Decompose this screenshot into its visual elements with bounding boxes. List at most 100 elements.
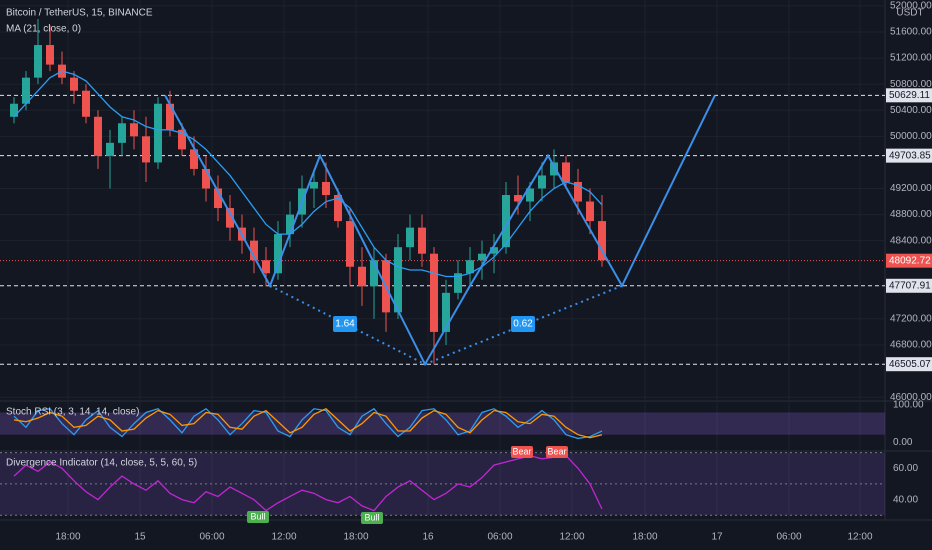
candle-body <box>34 45 42 78</box>
y-tick-label: 47200.00 <box>890 314 932 325</box>
stoch-line <box>13 408 603 439</box>
signal-tag <box>247 511 269 523</box>
stoch-tick-label: 100.00 <box>893 400 924 411</box>
candle-body <box>322 181 330 196</box>
x-tick-label: 18:00 <box>55 532 80 543</box>
divergence-tick-label: 60.00 <box>893 463 918 474</box>
signal-label: Bull <box>364 512 379 522</box>
candle-body <box>70 77 78 91</box>
divergence-band <box>0 452 885 516</box>
x-tick-label: 12:00 <box>271 532 296 543</box>
level-tag <box>886 357 932 372</box>
candle-body <box>358 266 366 287</box>
signal-label: Bull <box>250 511 265 521</box>
level-tag <box>886 148 932 163</box>
x-tick-label: 06:00 <box>487 532 512 543</box>
candle-body <box>334 195 342 222</box>
candle-body <box>154 103 162 163</box>
ratio-line <box>269 284 426 366</box>
candle-body <box>466 260 474 274</box>
candle-body <box>214 188 222 209</box>
level-label: 46505.07 <box>889 359 931 370</box>
y-tick-label: 48400.00 <box>890 235 932 246</box>
candle-body <box>94 116 102 156</box>
divergence-line <box>13 455 603 512</box>
last-price-label: 48092.72 <box>889 255 931 266</box>
stoch-line <box>13 407 603 440</box>
pattern-line <box>164 94 716 367</box>
signal-tag <box>511 446 533 458</box>
candle-body <box>130 123 138 137</box>
chart-title: Bitcoin / TetherUS, 15, BINANCE <box>6 8 153 19</box>
candle-body <box>202 168 210 189</box>
candle-body <box>286 214 294 235</box>
candle-body <box>226 208 234 228</box>
level-tag <box>886 88 932 103</box>
ma-line <box>13 70 603 278</box>
x-tick-label: 18:00 <box>343 532 368 543</box>
ratio-tag <box>511 316 535 332</box>
candle-body <box>430 253 438 332</box>
ratio-tag <box>333 316 357 332</box>
y-tick-label: 50800.00 <box>890 79 932 90</box>
candle-body <box>310 181 318 189</box>
stoch-label: Stoch RSI (3, 3, 14, 14, close) <box>6 407 139 418</box>
candle-body <box>406 227 414 248</box>
y-tick-label: 46800.00 <box>890 340 932 351</box>
candle-body <box>46 45 54 65</box>
level-label: 47707.91 <box>889 280 931 291</box>
candle-body <box>346 221 354 267</box>
ma-label: MA (21, close, 0) <box>6 24 81 35</box>
candle-body <box>106 142 114 156</box>
signal-tag <box>361 512 383 524</box>
level-label: 49703.85 <box>889 150 931 161</box>
candle-body <box>538 175 546 189</box>
candle-body <box>550 162 558 176</box>
candle-body <box>82 90 90 117</box>
marks <box>0 18 932 524</box>
y-tick-label: 46000.00 <box>890 392 932 403</box>
candle-body <box>478 253 486 261</box>
candle-body <box>250 240 258 261</box>
candle-body <box>526 188 534 202</box>
candle-body <box>490 247 498 254</box>
y-tick-label: 51600.00 <box>890 27 932 38</box>
candle-body <box>442 292 450 332</box>
signal-label: Bear <box>512 446 531 456</box>
candle-body <box>118 123 126 143</box>
stoch-tick-label: 0.00 <box>893 437 913 448</box>
candle-body <box>370 260 378 287</box>
signal-tag <box>546 446 568 458</box>
candle-body <box>586 201 594 222</box>
y-tick-label: 49200.00 <box>890 183 932 194</box>
candle-body <box>562 162 570 182</box>
y-tick-label: 52000.00 <box>890 1 932 12</box>
candle-body <box>574 181 582 202</box>
y-tick-label: 48800.00 <box>890 209 932 220</box>
candle-body <box>502 195 510 248</box>
y-tick-label: 50000.00 <box>890 131 932 142</box>
last-price-tag <box>886 253 932 268</box>
x-tick-label: 06:00 <box>199 532 224 543</box>
y-tick-label: 51200.00 <box>890 53 932 64</box>
x-tick-label: 18:00 <box>632 532 657 543</box>
grid <box>0 0 885 520</box>
currency: USDT <box>896 8 923 19</box>
signal-label: Bear <box>547 446 566 456</box>
candle-body <box>10 103 18 117</box>
candle-body <box>262 260 270 274</box>
candle-body <box>514 195 522 202</box>
candle-body <box>142 136 150 163</box>
x-tick-label: 17 <box>711 532 723 543</box>
candle-body <box>454 273 462 293</box>
candle-body <box>418 227 426 254</box>
x-tick-label: 12:00 <box>559 532 584 543</box>
level-tag <box>886 278 932 293</box>
candle-body <box>598 221 606 261</box>
x-tick-label: 12:00 <box>847 532 872 543</box>
candle-body <box>166 103 174 130</box>
x-tick-label: 15 <box>134 532 146 543</box>
candle-body <box>274 234 282 274</box>
level-label: 50629.11 <box>889 90 930 101</box>
